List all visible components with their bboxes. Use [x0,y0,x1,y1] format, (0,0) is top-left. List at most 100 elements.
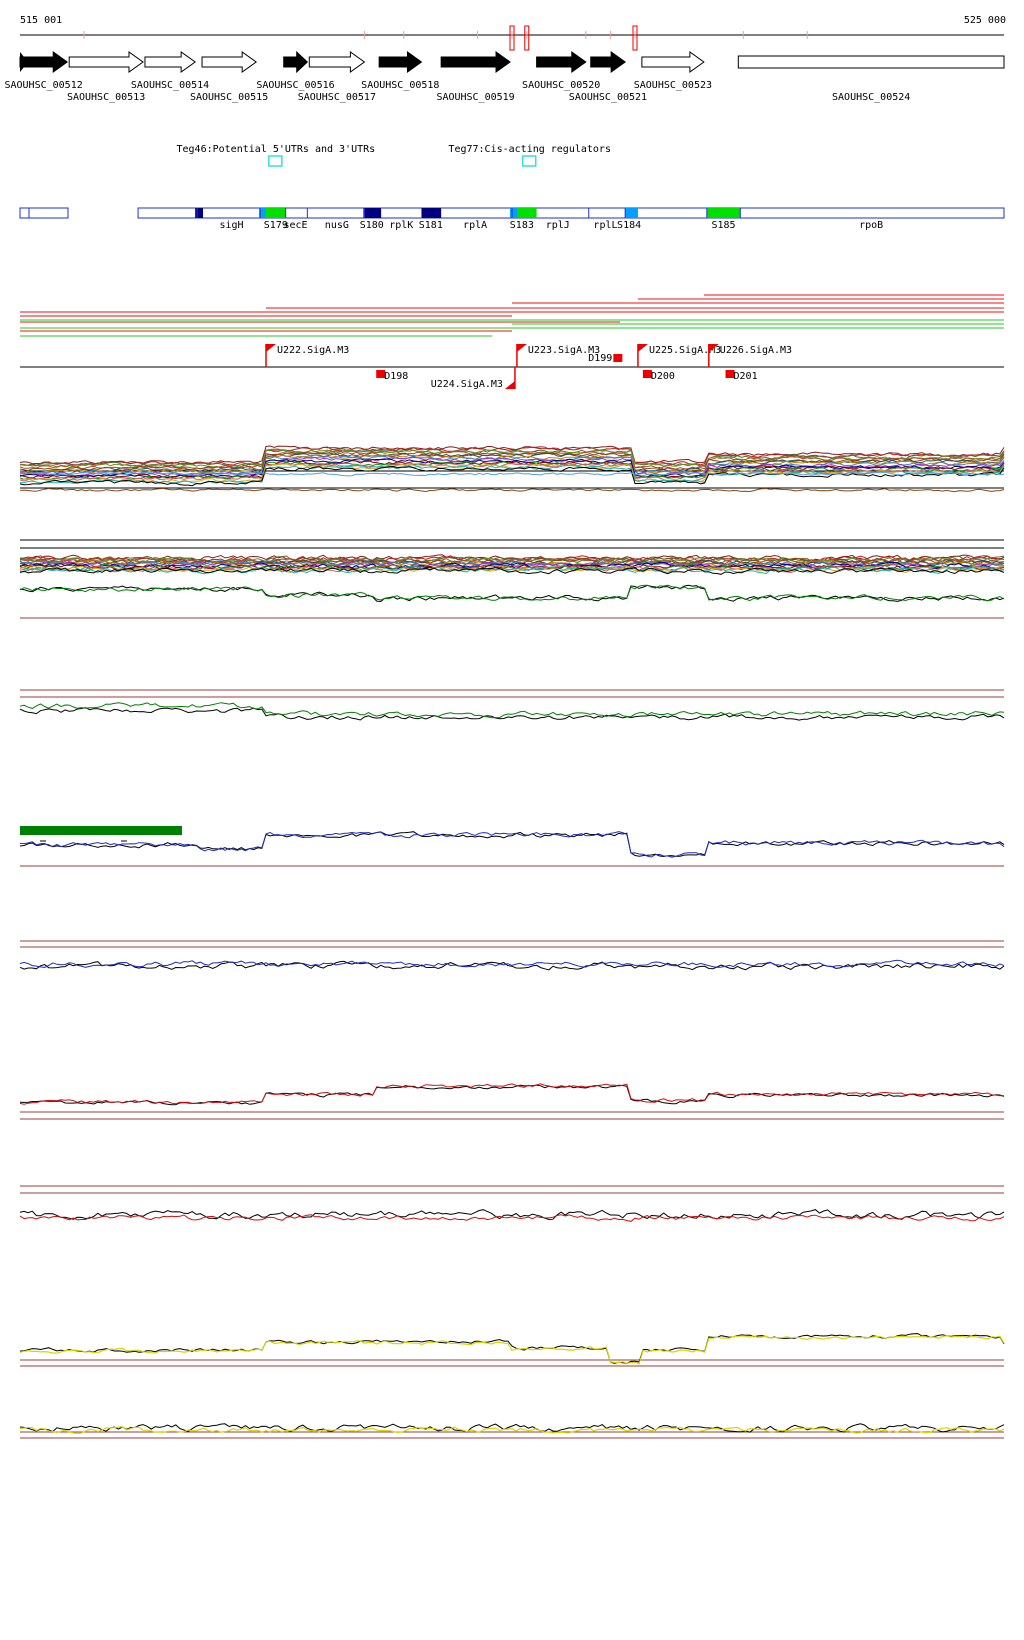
region-left-a [19,207,69,219]
signal-line [19,463,1005,483]
region-label: sigH [220,220,244,231]
signal-line [19,831,1005,858]
annotation-set-label: Teg77:Cis-acting regulators [448,144,611,155]
tss-label: U224.SigA.M3 [431,379,503,390]
signal-line [19,561,1004,570]
scale-bar-rect [20,826,182,835]
ruler-track: 515 001 525 000 [20,15,1006,51]
ruler-start-label: 515 001 [20,15,62,26]
scale-bar [20,826,182,842]
signal-line [19,563,1005,572]
region-feature [517,208,537,218]
region-feature [421,208,442,218]
region-label: S183 [510,220,534,231]
signal-line [19,1333,1005,1364]
gene-label: SAOUHSC_00520 [522,80,600,91]
tss-flag [516,344,527,352]
signal-track-multi-forward [19,445,1005,493]
gene-saouhsc_00515 [201,51,258,73]
tss-track: U222.SigA.M3 U223.SigA.M3 U225.SigA.M3U226… [20,344,1004,390]
signal-line [19,445,1005,465]
gene-saouhsc_00513 [68,51,144,73]
gene-saouhsc_00518 [378,51,423,73]
region-label: S184 [617,220,641,231]
region-label: S181 [419,220,443,231]
gene-saouhsc_00512 [19,51,69,73]
signal-line [19,1423,1005,1433]
region-label: rplA [463,220,487,231]
block-label: D199 [588,353,612,364]
annotation-set-label: Teg46:Potential 5'UTRs and 3'UTRs [176,144,375,155]
region-label: S179 [264,220,288,231]
signal-line [19,451,1005,472]
gene-saouhsc_00514 [144,51,197,73]
gene-label: SAOUHSC_00518 [361,80,439,91]
block-rect [613,354,623,362]
region-feature [706,208,741,218]
block-label: D200 [651,371,675,382]
tss-flag [504,381,515,389]
region-label: rplJ [546,220,570,231]
tss-flag [637,344,648,352]
block-rect [725,370,735,378]
gene-label: SAOUHSC_00524 [832,92,910,103]
signal-track-green-reverse [19,689,1005,721]
tss-flag [708,344,719,352]
signal-line [19,1083,1005,1105]
signal-line [19,448,1005,467]
gene-saouhsc_00517 [308,51,366,73]
region-label: rplK [389,220,413,231]
ruler-marker [632,25,638,51]
region-label: rpoB [859,220,883,231]
ruler-marker [524,25,530,51]
region-feature [195,208,204,218]
gene-label: SAOUHSC_00515 [190,92,268,103]
gene-saouhsc_00523 [641,51,705,73]
signal-track-yellow-forward [19,1333,1005,1367]
gene-saouhsc_00519 [440,51,511,73]
signal-line [19,566,1005,575]
signal-line [19,487,1005,493]
signal-line [19,559,1005,567]
signal-line [19,959,1005,969]
signal-track-blue-reverse [19,940,1005,971]
ruler-ticks [83,25,808,51]
annotation-set-box [268,155,283,167]
region-label: secE [283,220,307,231]
block-rect [376,370,386,378]
annotation-set-box [521,155,537,167]
signal-line [19,831,1005,858]
region-feature [510,208,518,218]
tss-label: U223.SigA.M3 [528,345,600,356]
signal-tracks [19,445,1005,1439]
gene-label: SAOUHSC_00513 [67,92,145,103]
signal-track-red-reverse [19,1185,1005,1222]
signal-track-blue-forward [19,831,1005,867]
tss-label: U225.SigA.M3 [649,345,721,356]
block-rect [642,370,652,378]
region-feature [363,208,382,218]
signal-line [19,1214,1005,1222]
tss-flag [266,344,276,352]
signal-line [19,454,1005,475]
gene-track: SAOUHSC_00512SAOUHSC_00513SAOUHSC_00514S… [4,50,1005,103]
gene-saouhsc_00521 [590,51,627,73]
gene-label: SAOUHSC_00516 [256,80,334,91]
signal-line [19,450,1005,470]
tss-label: U226.SigA.M3 [720,345,792,356]
signal-line [19,471,1005,477]
transcript-track [20,294,1004,337]
region-strip [137,207,1005,219]
signal-line [19,448,1005,469]
block-label: D198 [384,371,408,382]
signal-line [19,707,1005,721]
signal-line [19,1426,1005,1435]
gene-label: SAOUHSC_00514 [131,80,209,91]
signal-line [19,960,1005,971]
signal-line [19,584,1005,602]
annotation-track: Teg46:Potential 5'UTRs and 3'UTRs Teg77:C… [176,144,611,167]
gene-label: SAOUHSC_00512 [4,80,82,91]
gene-saouhsc_00524 [737,55,1005,69]
